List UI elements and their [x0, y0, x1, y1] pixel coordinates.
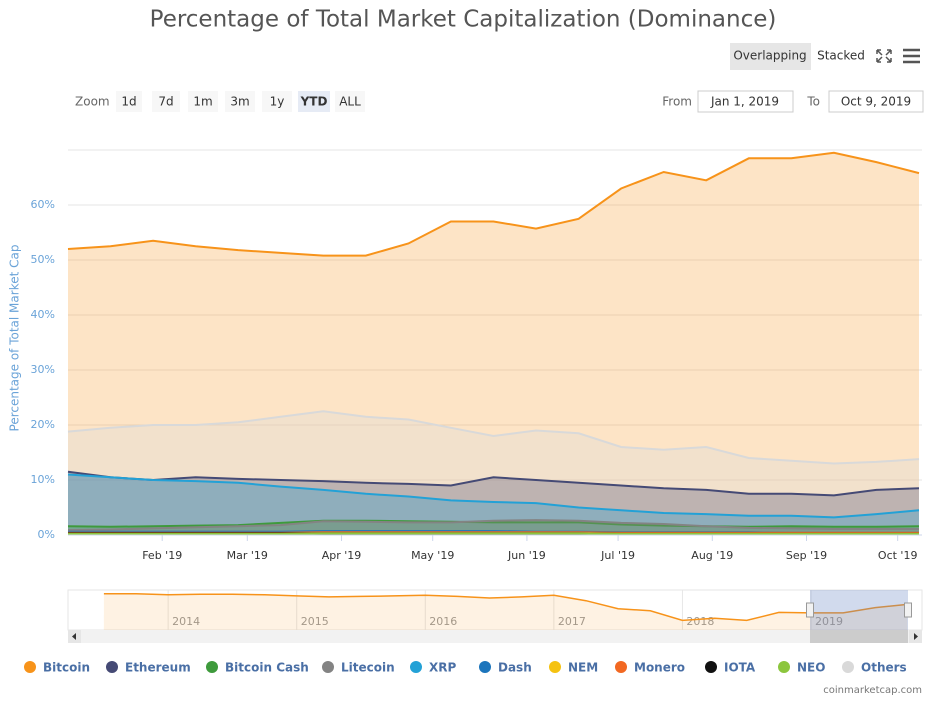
legend-label[interactable]: Litecoin — [341, 661, 395, 675]
from-label: From — [662, 95, 692, 109]
mode-button[interactable]: Stacked — [817, 49, 865, 63]
legend-marker[interactable] — [322, 661, 334, 673]
zoom-button-bg[interactable] — [335, 91, 365, 112]
legend-label[interactable]: Others — [861, 661, 907, 675]
navigator-bg — [67, 589, 923, 631]
zoom-button[interactable]: ALL — [339, 95, 361, 109]
navigator-tick-label: 2015 — [301, 615, 329, 628]
area — [68, 474, 919, 535]
zoom-button-bg[interactable] — [225, 91, 255, 112]
legend-marker[interactable] — [24, 661, 36, 673]
credit[interactable]: coinmarketcap.com — [823, 685, 922, 696]
area — [68, 152, 919, 536]
zoom-button[interactable]: 3m — [230, 95, 249, 109]
line — [67, 151, 920, 257]
x-tick-label: Aug '19 — [691, 549, 733, 562]
legend-label[interactable]: Bitcoin — [43, 661, 90, 675]
zoom-button-bg[interactable] — [262, 91, 292, 112]
zoom-button[interactable]: 1m — [193, 95, 212, 109]
line — [67, 473, 920, 519]
line — [67, 410, 920, 465]
fullscreen-icon[interactable] — [876, 49, 892, 63]
from-value: Jan 1, 2019 — [710, 95, 779, 109]
legend-label[interactable]: Dash — [498, 661, 532, 675]
legend-marker[interactable] — [479, 661, 491, 673]
line — [67, 519, 919, 531]
navigator-tick-label: 2017 — [558, 615, 586, 628]
line — [67, 519, 920, 528]
zoom-button[interactable]: YTD — [300, 95, 328, 109]
legend-label[interactable]: NEM — [568, 661, 598, 675]
area — [68, 411, 919, 535]
y-tick-label: 20% — [31, 418, 55, 431]
zoom-button-bg[interactable] — [116, 91, 142, 112]
zoom-button[interactable]: 7d — [158, 95, 173, 109]
mode-button[interactable]: Overlapping — [733, 49, 806, 63]
y-tick-label: 10% — [31, 473, 55, 486]
legend-marker[interactable] — [206, 661, 218, 673]
legend-label[interactable]: NEO — [797, 661, 825, 675]
y-tick-label: 30% — [31, 363, 55, 376]
y-tick-label: 60% — [31, 198, 55, 211]
zoom-label: Zoom — [75, 95, 110, 109]
to-label: To — [806, 95, 820, 109]
legend-marker[interactable] — [549, 661, 561, 673]
to-input[interactable] — [828, 90, 924, 113]
line — [68, 532, 919, 535]
legend-marker[interactable] — [106, 661, 118, 673]
arrow — [72, 633, 76, 640]
legend-label[interactable]: XRP — [429, 661, 456, 675]
zoom-button[interactable]: 1y — [270, 95, 285, 109]
legend-marker[interactable] — [778, 661, 790, 673]
scrollbar[interactable] — [68, 630, 922, 643]
y-axis-title: Percentage of Total Market Cap — [8, 245, 22, 432]
to-value: Oct 9, 2019 — [841, 95, 911, 109]
navigator-handle[interactable] — [904, 602, 912, 618]
y-tick-label: 40% — [31, 308, 55, 321]
zoom-button-bg[interactable] — [298, 91, 330, 112]
navigator-selection[interactable] — [810, 590, 908, 630]
zoom-button-bg[interactable] — [188, 91, 218, 112]
chart-title: Percentage of Total Market Capitalizatio… — [150, 7, 777, 33]
zoom-button-bg[interactable] — [152, 91, 180, 112]
zoom-button[interactable]: 1d — [121, 95, 136, 109]
legend-marker[interactable] — [615, 661, 627, 673]
legend-label[interactable]: Bitcoin Cash — [225, 661, 309, 675]
mode-button-bg — [730, 43, 811, 70]
line — [67, 470, 920, 497]
legend-marker[interactable] — [410, 661, 422, 673]
x-tick-label: May '19 — [411, 549, 454, 562]
menu-icon[interactable] — [903, 48, 920, 64]
legend-label[interactable]: IOTA — [724, 661, 756, 675]
navigator-tick-label: 2014 — [172, 615, 200, 628]
x-tick-label: Mar '19 — [227, 549, 268, 562]
arrow — [914, 633, 918, 640]
x-tick-label: Apr '19 — [322, 549, 362, 562]
y-tick-label: 50% — [31, 253, 55, 266]
x-tick-label: Sep '19 — [786, 549, 827, 562]
from-input[interactable] — [697, 90, 794, 113]
x-tick-label: Jul '19 — [600, 549, 635, 562]
legend-label[interactable]: Monero — [634, 661, 685, 675]
legend-marker[interactable] — [705, 661, 717, 673]
legend-marker[interactable] — [842, 661, 854, 673]
y-tick-label: 0% — [38, 528, 55, 541]
navigator-handle[interactable] — [806, 602, 814, 618]
navigator-area — [103, 593, 908, 630]
scroll-thumb[interactable] — [810, 630, 908, 643]
navigator-tick-label: 2019 — [815, 615, 843, 628]
x-tick-label: Oct '19 — [878, 549, 918, 562]
navigator-tick-label: 2016 — [429, 615, 457, 628]
x-tick-label: Jun '19 — [507, 549, 546, 562]
x-tick-label: Feb '19 — [142, 549, 182, 562]
navigator-line — [103, 592, 908, 622]
legend-label[interactable]: Ethereum — [125, 661, 191, 675]
